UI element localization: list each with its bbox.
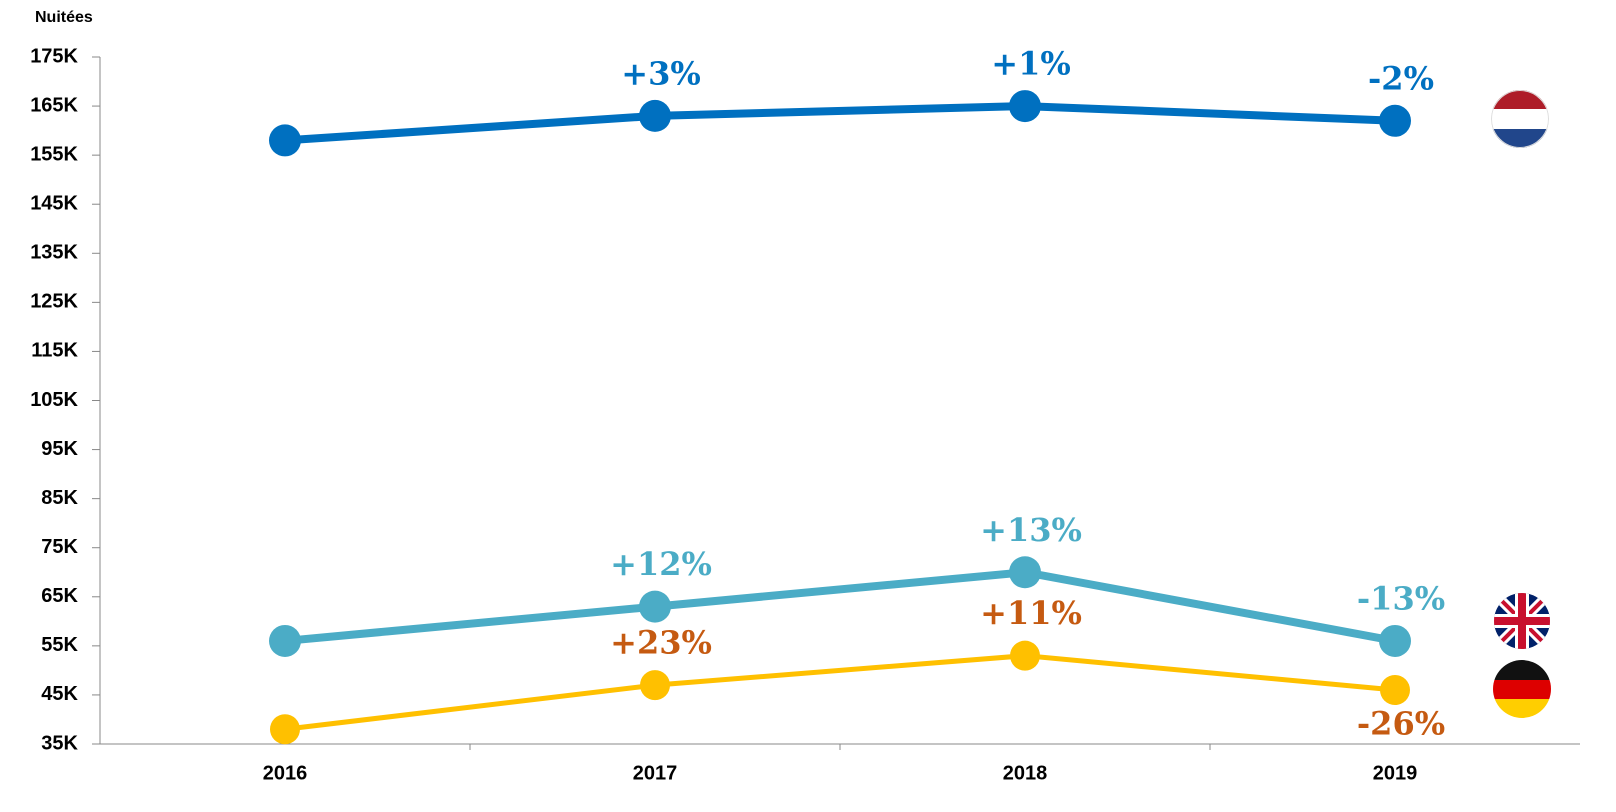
point (1010, 640, 1040, 671)
point (1009, 556, 1041, 589)
change-label: -13% (1357, 579, 1445, 617)
change-label: +1% (991, 45, 1070, 83)
flag-uk (1494, 593, 1550, 649)
y-tick-label: 35K (41, 732, 78, 754)
point (269, 624, 301, 657)
point (269, 124, 301, 157)
y-tick-label: 175K (30, 45, 78, 67)
change-label: +12% (610, 545, 712, 583)
series-line (284, 102, 1396, 145)
y-tick-label: 115K (31, 340, 78, 362)
y-tick-label: 45K (41, 683, 78, 705)
point (640, 670, 670, 701)
change-label: -26% (1357, 705, 1445, 743)
series-line (284, 568, 1396, 645)
x-tick-label: 2016 (263, 762, 308, 784)
chart-title: Nuitées (35, 9, 93, 26)
flag-nl (1491, 90, 1549, 148)
y-tick-label: 165K (30, 94, 78, 116)
y-tick-label: 55K (41, 634, 78, 656)
point (1009, 90, 1041, 123)
x-tick-label: 2019 (1373, 762, 1418, 784)
change-label: +11% (980, 594, 1082, 632)
x-tick-label: 2018 (1003, 762, 1048, 784)
change-label: +13% (980, 511, 1082, 549)
change-label: +3% (621, 54, 700, 92)
point (1379, 104, 1411, 137)
change-label: +23% (610, 624, 712, 662)
y-tick-label: 85K (41, 487, 78, 509)
y-tick-label: 65K (41, 585, 78, 607)
change-label: -2% (1368, 59, 1434, 97)
y-tick-label: 145K (30, 192, 78, 214)
y-tick-label: 95K (41, 438, 78, 460)
point (639, 590, 671, 623)
y-tick-label: 135K (30, 242, 78, 264)
point (639, 99, 671, 132)
series-line (284, 653, 1396, 732)
y-tick-label: 155K (30, 143, 78, 165)
point (1380, 675, 1410, 706)
y-tick-label: 105K (30, 389, 78, 411)
point (1379, 624, 1411, 657)
point (270, 714, 300, 745)
x-tick-label: 2017 (633, 762, 678, 784)
y-tick-label: 125K (30, 291, 78, 313)
flag-de (1493, 660, 1551, 718)
y-tick-label: 75K (41, 536, 78, 558)
